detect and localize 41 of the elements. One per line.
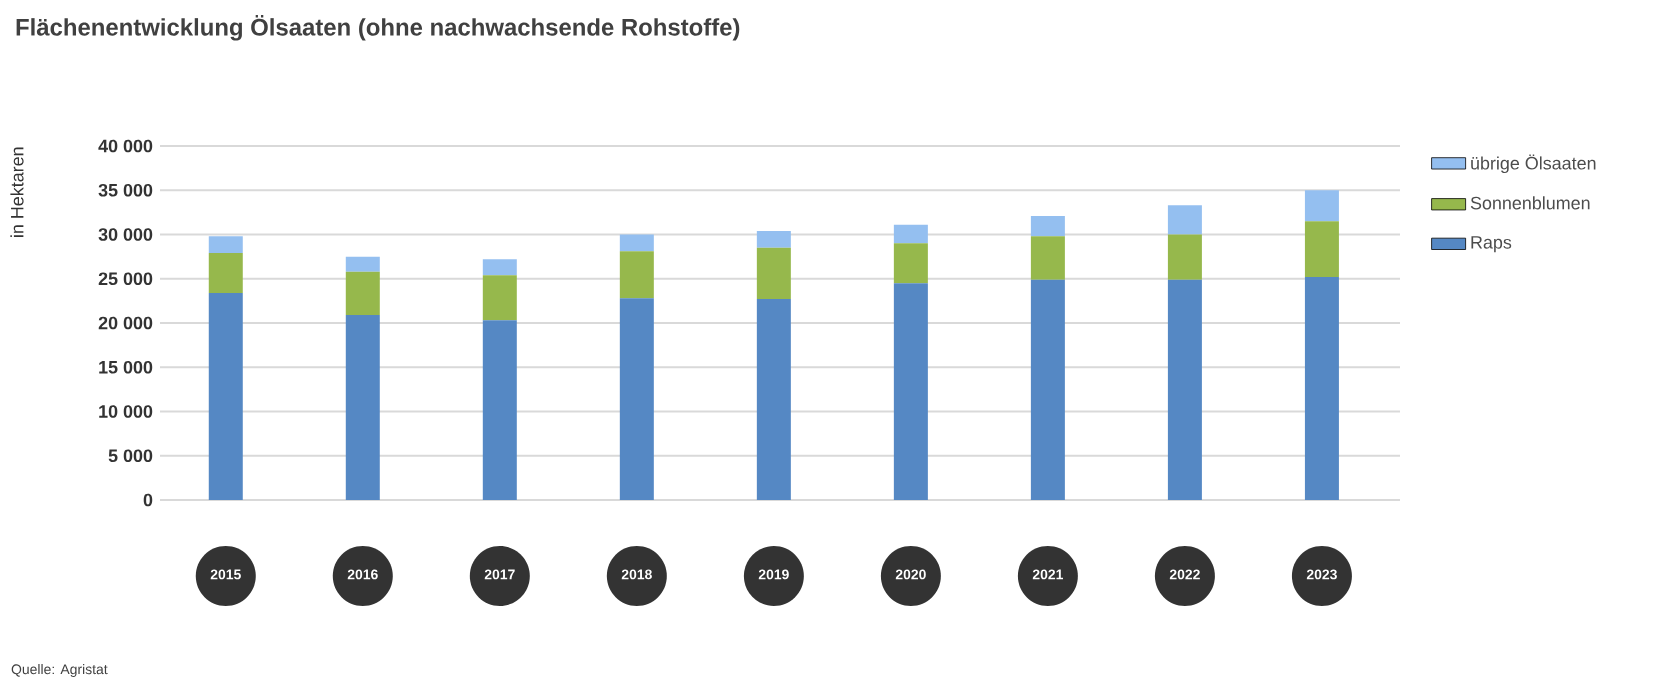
bar (1167, 205, 1202, 235)
bar (482, 320, 517, 500)
legend-label: Sonnenblumen (1470, 196, 1590, 210)
bar (1304, 276, 1339, 500)
y-tick-label: 0 (143, 493, 153, 507)
bar (756, 247, 791, 300)
y-tick-label: 40 000 (98, 139, 153, 153)
bar (482, 259, 517, 276)
bar (1167, 234, 1202, 280)
y-tick-label: 10 000 (99, 405, 153, 418)
bar (345, 256, 380, 272)
y-tick-label: 15 000 (99, 360, 153, 374)
bar (1030, 236, 1065, 280)
bar (756, 299, 791, 500)
chart-title: Flächenentwicklung Ölsaaten (ohne nachwachsende Rohstoffe) (16, 15, 740, 41)
bar (619, 234, 654, 252)
bar (619, 298, 654, 500)
bar (208, 292, 243, 500)
y-tick-label: 35 000 (98, 183, 153, 197)
bar (1167, 279, 1202, 500)
bar (1030, 279, 1065, 500)
bar (756, 230, 791, 248)
y-tick-label: 20 000 (98, 316, 153, 330)
bar (345, 315, 380, 500)
bar (345, 271, 380, 316)
bar (1030, 215, 1065, 237)
bar (482, 275, 517, 321)
y-tick-label: 25 000 (98, 272, 153, 286)
y-axis-title: in Hektaren (10, 147, 24, 237)
bar (893, 243, 928, 284)
bar (208, 236, 243, 254)
y-tick-label: 30 000 (98, 228, 153, 241)
bar (619, 251, 654, 299)
bar (1304, 221, 1339, 277)
bar (208, 253, 243, 293)
y-tick-label: 5 000 (108, 449, 153, 463)
bar (893, 283, 928, 500)
bar (893, 224, 928, 244)
legend-label: Raps (1471, 236, 1512, 253)
bar (1304, 190, 1339, 222)
legend-label: übrige Ölsaaten (1471, 154, 1596, 174)
